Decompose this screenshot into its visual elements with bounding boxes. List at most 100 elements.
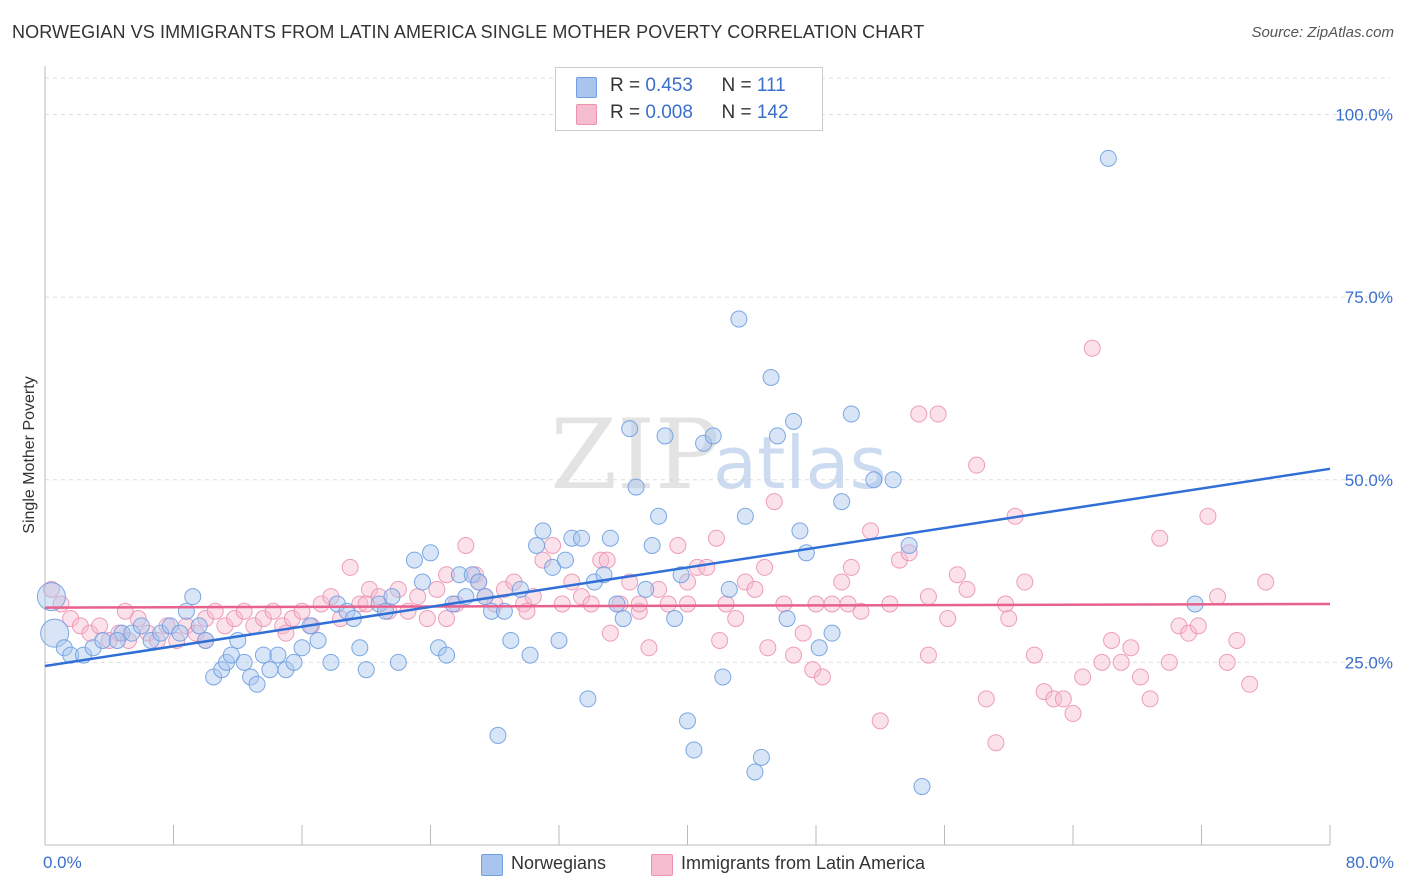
data-point — [630, 595, 648, 613]
data-point — [457, 537, 475, 555]
data-point — [717, 595, 735, 613]
data-point — [679, 573, 696, 591]
data-point — [572, 588, 590, 606]
data-point — [1045, 690, 1063, 708]
data-point — [528, 537, 546, 555]
data-point — [650, 507, 668, 525]
data-point — [389, 580, 407, 598]
data-point — [736, 507, 754, 525]
data-point — [730, 310, 748, 328]
data-point — [1241, 675, 1259, 693]
data-point — [261, 661, 279, 679]
data-point — [736, 573, 754, 591]
data-point — [1199, 507, 1217, 525]
data-point — [91, 617, 109, 635]
data-point — [413, 573, 431, 591]
series-immigrants-latin-america-points — [42, 339, 1275, 752]
n-label: N = — [721, 102, 757, 123]
data-point — [913, 778, 931, 796]
legend-swatch-immigrants — [651, 854, 673, 876]
y-tick-label: 100.0% — [1335, 106, 1393, 125]
data-point — [309, 631, 327, 649]
data-point — [608, 595, 626, 613]
trend-line-immigrants — [44, 602, 1331, 609]
series-legend: Norwegians Immigrants from Latin America — [0, 852, 1406, 878]
data-point — [720, 580, 738, 598]
data-point — [62, 610, 80, 628]
legend-swatch-pink — [576, 104, 597, 125]
data-point — [1189, 617, 1207, 635]
x-tick-max: 80.0% — [1345, 853, 1394, 872]
data-point — [910, 405, 928, 423]
legend-swatch-blue — [576, 77, 597, 98]
data-point — [81, 624, 99, 642]
legend-label-immigrants: Immigrants from Latin America — [681, 853, 926, 873]
data-point — [842, 558, 860, 576]
data-point — [746, 763, 764, 781]
y-tick-labels: 25.0% 50.0% 75.0% 100.0% — [1335, 106, 1393, 673]
data-point — [1131, 668, 1149, 686]
y-tick-label: 25.0% — [1345, 653, 1393, 672]
data-point — [322, 588, 340, 606]
data-point — [679, 595, 696, 613]
legend-label-norwegians: Norwegians — [511, 853, 607, 873]
data-point — [685, 741, 703, 759]
data-point — [865, 471, 883, 489]
data-point — [929, 405, 947, 423]
data-point — [341, 558, 359, 576]
data-point — [1083, 339, 1101, 357]
data-point — [614, 610, 632, 628]
data-point — [1170, 617, 1188, 635]
data-point — [563, 529, 581, 547]
data-point — [544, 558, 562, 576]
watermark-atlas: atlas — [713, 421, 887, 505]
y-tick-label: 75.0% — [1345, 288, 1393, 307]
data-point — [621, 420, 639, 438]
data-point — [711, 631, 729, 649]
data-point — [142, 631, 160, 649]
source-label: Source: ZipAtlas.com — [1251, 24, 1394, 41]
data-point — [563, 573, 581, 591]
data-point — [919, 588, 937, 606]
data-point — [778, 610, 796, 628]
data-point — [1209, 588, 1227, 606]
data-point — [987, 734, 1005, 752]
data-point — [698, 558, 716, 576]
data-point — [659, 595, 677, 613]
data-point — [1064, 705, 1082, 723]
data-point — [438, 610, 456, 628]
data-point — [679, 712, 696, 730]
data-point — [177, 602, 195, 620]
r-label: R = — [610, 102, 646, 123]
data-point — [765, 493, 783, 511]
data-point — [438, 646, 456, 664]
legend-swatch-norwegians — [481, 854, 503, 876]
trend-lines — [44, 467, 1331, 668]
data-point — [534, 551, 552, 569]
data-point — [1099, 149, 1117, 167]
data-point — [1074, 668, 1092, 686]
axes — [44, 66, 1331, 846]
data-point — [357, 661, 375, 679]
data-point — [630, 602, 648, 620]
data-point — [171, 624, 189, 642]
data-point — [839, 595, 857, 613]
data-point — [714, 668, 732, 686]
data-point — [833, 493, 851, 511]
data-point — [553, 595, 571, 613]
data-point — [55, 639, 73, 657]
y-tick-label: 50.0% — [1345, 471, 1393, 490]
data-point — [572, 529, 590, 547]
data-point — [727, 610, 745, 628]
data-point — [1151, 529, 1169, 547]
data-point — [1093, 653, 1111, 671]
data-point — [823, 624, 841, 642]
data-point — [601, 529, 619, 547]
data-point — [269, 646, 287, 664]
data-point — [505, 573, 523, 591]
data-point — [1160, 653, 1178, 671]
data-point — [370, 595, 388, 613]
data-point — [643, 537, 661, 555]
data-point — [900, 544, 918, 562]
data-point — [216, 617, 234, 635]
